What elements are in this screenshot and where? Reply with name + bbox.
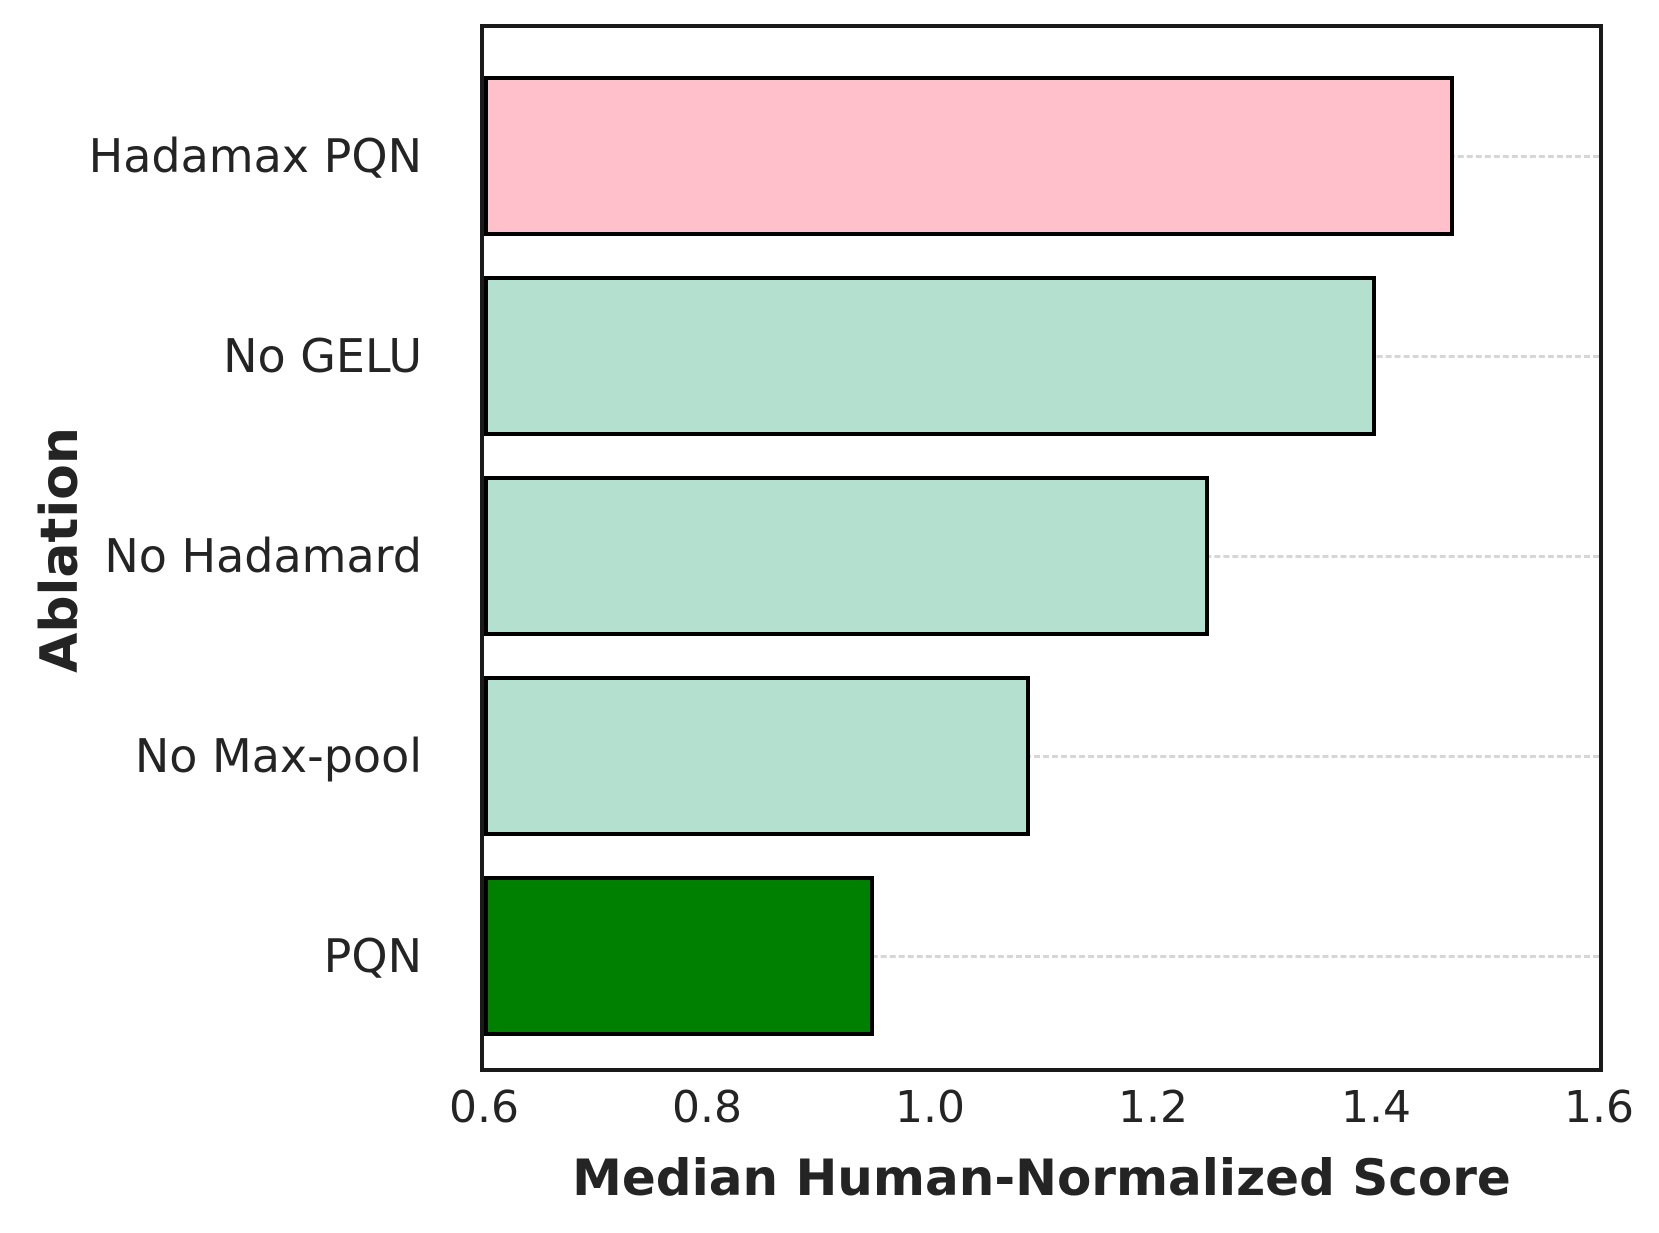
bar-pqn [484, 876, 874, 1036]
gridline [484, 955, 1599, 958]
x-tick-label: 0.8 [672, 1082, 742, 1133]
x-tick-label: 1.4 [1341, 1082, 1411, 1133]
x-tick-label: 1.0 [895, 1082, 965, 1133]
bar-no-hadamard [484, 476, 1209, 636]
x-tick-label: 1.6 [1564, 1082, 1634, 1133]
category-label: No GELU [223, 329, 422, 383]
gridline [484, 755, 1599, 758]
plot-area [480, 24, 1603, 1072]
x-tick-label: 1.2 [1118, 1082, 1188, 1133]
category-label: No Max-pool [134, 729, 422, 783]
bar-hadamax-pqn [484, 76, 1454, 236]
category-label: No Hadamard [104, 529, 422, 583]
category-label: PQN [323, 929, 422, 983]
x-axis-label: Median Human-Normalized Score [572, 1149, 1511, 1207]
bar-no-gelu [484, 276, 1376, 436]
bar-no-max-pool [484, 676, 1030, 836]
x-tick-label: 0.6 [449, 1082, 519, 1133]
category-label: Hadamax PQN [88, 129, 422, 183]
